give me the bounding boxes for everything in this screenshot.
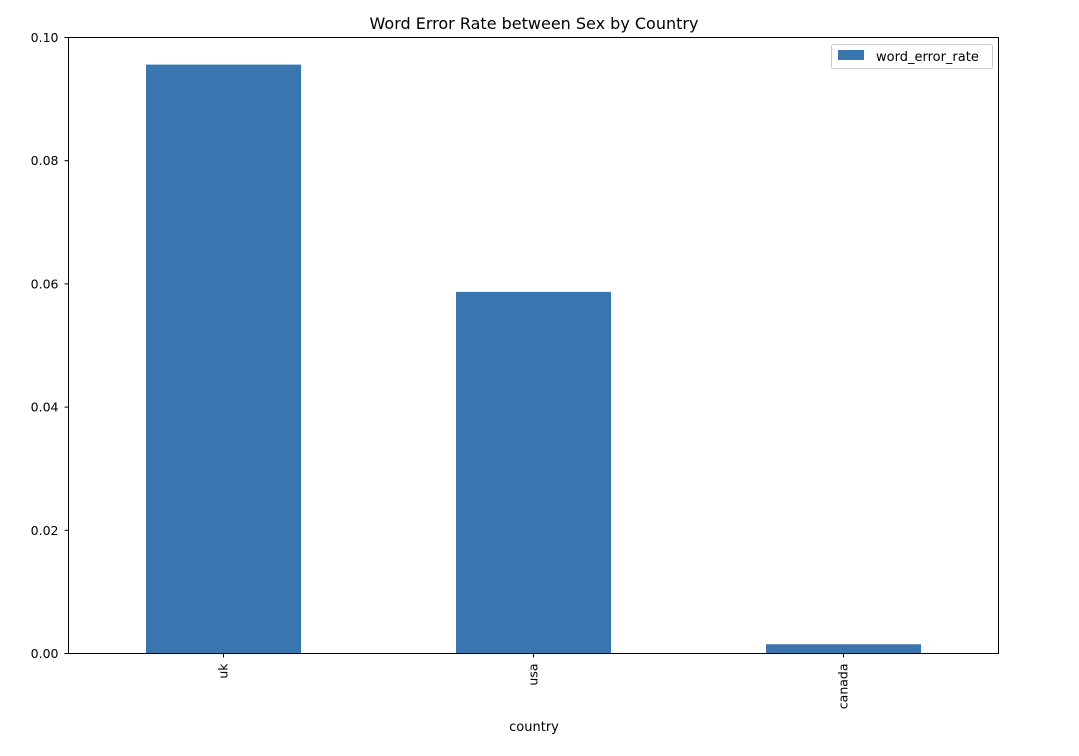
legend-box: [831, 44, 993, 69]
legend-swatch: [838, 50, 864, 60]
y-tick-label: 0.02: [31, 523, 59, 538]
x-tick-label: canada: [836, 664, 851, 710]
chart-title: Word Error Rate between Sex by Country: [370, 14, 699, 33]
bar-usa[interactable]: [456, 291, 611, 654]
y-tick-label: 0.10: [31, 30, 59, 45]
bar-uk[interactable]: [146, 64, 301, 654]
y-tick-label: 0.06: [31, 276, 59, 291]
bar-canada[interactable]: [766, 644, 921, 654]
legend[interactable]: word_error_rate: [831, 44, 993, 69]
plot-frame: [68, 37, 999, 654]
y-axis-ticks: 0.00 0.02 0.04 0.06 0.08 0.10: [31, 30, 69, 661]
legend-label: word_error_rate: [876, 50, 979, 65]
x-axis-label: country: [509, 720, 559, 735]
y-tick-label: 0.04: [31, 400, 59, 415]
y-tick-label: 0.00: [31, 646, 59, 661]
x-tick-label: usa: [526, 664, 541, 686]
x-tick-label: uk: [216, 663, 231, 679]
bars-layer: [146, 64, 921, 654]
y-tick-label: 0.08: [31, 153, 59, 168]
x-axis-ticks: uk usa canada: [216, 653, 851, 710]
